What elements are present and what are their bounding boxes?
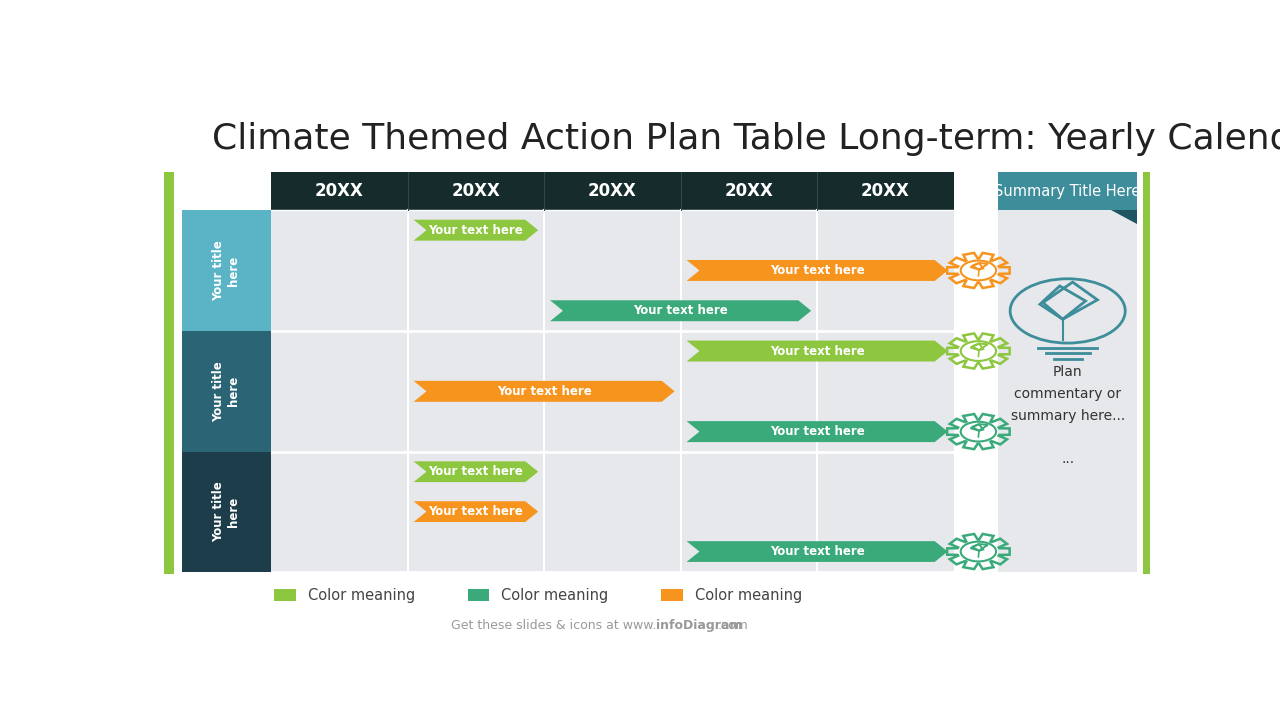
Polygon shape [686, 341, 947, 361]
Text: infoDiagram: infoDiagram [657, 618, 742, 631]
Text: Your text here: Your text here [769, 264, 864, 277]
Text: .com: .com [718, 618, 749, 631]
Polygon shape [686, 421, 947, 442]
Polygon shape [413, 220, 538, 240]
Text: 20XX: 20XX [861, 182, 910, 200]
Text: 20XX: 20XX [452, 182, 500, 200]
FancyBboxPatch shape [660, 589, 682, 601]
Text: Color meaning: Color meaning [307, 588, 415, 603]
FancyBboxPatch shape [164, 172, 174, 575]
FancyBboxPatch shape [467, 589, 489, 601]
Text: Your text here: Your text here [769, 425, 864, 438]
Text: Color meaning: Color meaning [695, 588, 803, 603]
Polygon shape [686, 541, 947, 562]
Text: Get these slides & icons at www.: Get these slides & icons at www. [451, 618, 657, 631]
Text: Your text here: Your text here [634, 305, 728, 318]
Text: Summary Title Here: Summary Title Here [995, 184, 1140, 199]
Text: Your text here: Your text here [429, 465, 524, 478]
FancyBboxPatch shape [182, 451, 271, 572]
Text: Plan
commentary or
summary here...

...: Plan commentary or summary here... ... [1010, 365, 1125, 466]
FancyBboxPatch shape [182, 210, 271, 331]
Text: Your text here: Your text here [769, 345, 864, 358]
Polygon shape [413, 501, 538, 522]
Polygon shape [550, 300, 812, 321]
Text: Your title
here: Your title here [212, 240, 241, 301]
Text: 20XX: 20XX [588, 182, 636, 200]
Text: Climate Themed Action Plan Table Long-term: Yearly Calendar: Climate Themed Action Plan Table Long-te… [211, 122, 1280, 156]
Text: Your text here: Your text here [497, 384, 591, 398]
FancyBboxPatch shape [271, 172, 954, 210]
Text: Your text here: Your text here [769, 545, 864, 558]
Text: Color meaning: Color meaning [502, 588, 608, 603]
Text: Your text here: Your text here [429, 505, 524, 518]
Text: 20XX: 20XX [724, 182, 773, 200]
Polygon shape [413, 462, 538, 482]
FancyBboxPatch shape [271, 331, 954, 451]
Text: Your title
here: Your title here [212, 361, 241, 422]
Polygon shape [413, 381, 675, 402]
FancyBboxPatch shape [274, 589, 296, 601]
FancyBboxPatch shape [271, 451, 954, 572]
Polygon shape [1111, 210, 1137, 225]
FancyBboxPatch shape [182, 331, 271, 451]
Polygon shape [686, 260, 947, 281]
FancyBboxPatch shape [998, 172, 1137, 210]
FancyBboxPatch shape [271, 210, 954, 331]
Text: Your text here: Your text here [429, 224, 524, 237]
Text: 20XX: 20XX [315, 182, 364, 200]
FancyBboxPatch shape [1143, 172, 1149, 575]
FancyBboxPatch shape [998, 210, 1137, 572]
Text: Your title
here: Your title here [212, 481, 241, 542]
